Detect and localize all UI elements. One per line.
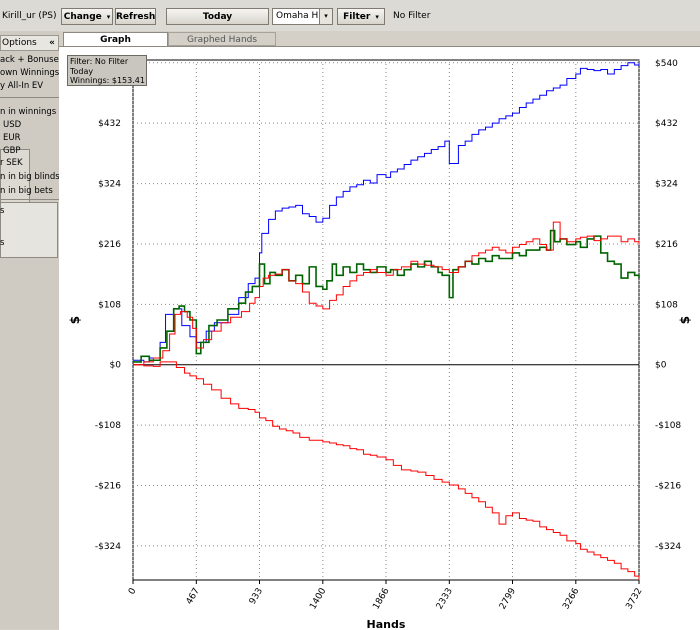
option-rakeback-bonuses[interactable]: ack + Bonuses <box>0 55 60 65</box>
sidebar-lower-panel <box>0 202 58 258</box>
sidebar-divider <box>0 97 59 98</box>
currency-gbp[interactable]: GBP <box>3 146 21 156</box>
series-line-red <box>133 361 640 580</box>
y-tick-label-left: -$324 <box>95 542 121 552</box>
option-winnings-currency[interactable]: n in winnings <box>0 107 57 117</box>
currency-sek[interactable]: r SEK <box>0 158 23 168</box>
chevron-down-icon[interactable]: ▾ <box>319 9 332 24</box>
x-tick-label: 933 <box>248 587 265 607</box>
y-tick-label-right: $324 <box>655 180 678 190</box>
y-tick-label-right: $216 <box>655 240 678 250</box>
y-tick-label-left: $432 <box>98 119 121 129</box>
y-axis-label-left: $ <box>68 316 82 324</box>
graph-info-box: Filter: No Filter Today Winnings: $153.4… <box>67 55 147 86</box>
tab-graphed-hands[interactable]: Graphed Hands <box>168 32 276 46</box>
series-line-green <box>133 229 640 363</box>
info-filter: Filter: No Filter <box>70 57 129 66</box>
options-header[interactable]: Options « <box>0 35 59 51</box>
currency-usd[interactable]: USD <box>3 120 22 130</box>
graph-panel: 0 467 933 1400 1866 2333 2799 3266 3732 -$324 -$32… <box>59 46 700 630</box>
options-sidebar: Options « ack + Bonuses own Winnings y A… <box>0 31 60 629</box>
refresh-button[interactable]: Refresh <box>115 8 156 25</box>
y-tick-label-right: $432 <box>655 119 678 129</box>
y-tick-label-left: -$108 <box>95 421 121 431</box>
collapse-icon[interactable]: « <box>49 38 55 48</box>
toolbar: Kirill_ur (PS) Change ▾ Refresh Today Oma… <box>0 0 700 32</box>
change-button-label: Change <box>63 12 102 22</box>
y-tick-label-left: $216 <box>98 240 121 250</box>
winnings-chart: 0 467 933 1400 1866 2333 2799 3266 3732 -$324 -$32… <box>68 59 692 630</box>
x-tick-label: 3266 <box>561 586 581 611</box>
option-all-in-ev[interactable]: y All-In EV <box>0 81 44 91</box>
filter-button[interactable]: Filter ▾ <box>337 8 385 25</box>
change-button[interactable]: Change ▾ <box>61 8 113 25</box>
y-tick-label-right: -$216 <box>655 482 681 492</box>
game-select[interactable]: Omaha Hi ▾ <box>272 8 333 25</box>
x-tick-label: 1400 <box>308 586 328 611</box>
y-tick-label-left: $324 <box>98 180 121 190</box>
sidebar-lower-item[interactable]: s <box>0 206 5 216</box>
x-tick-label: 3732 <box>624 587 644 612</box>
option-big-bets[interactable]: n in big bets <box>0 186 53 196</box>
chevron-down-icon: ▾ <box>375 13 379 21</box>
info-date: Today <box>70 66 94 76</box>
today-button[interactable]: Today <box>166 8 269 25</box>
option-showdown-winnings[interactable]: own Winnings <box>0 68 60 78</box>
y-tick-label-right: $108 <box>655 300 678 310</box>
sidebar-lower-item[interactable]: s <box>0 238 5 248</box>
x-tick-label: 2333 <box>435 587 455 612</box>
y-axis-label-right: $ <box>678 316 692 324</box>
x-tick-label: 2799 <box>498 586 518 611</box>
tab-bar: Graph Graphed Hands <box>59 31 700 46</box>
refresh-button-label: Refresh <box>116 12 156 22</box>
x-tick-label: 467 <box>185 587 202 607</box>
sidebar-divider <box>0 199 59 200</box>
today-button-label: Today <box>202 12 233 22</box>
filter-status: No Filter <box>393 11 431 21</box>
currency-list <box>0 149 30 205</box>
currency-eur[interactable]: EUR <box>3 133 21 143</box>
options-header-label: Options <box>2 38 37 48</box>
player-label: Kirill_ur (PS) <box>2 11 57 21</box>
y-tick-label-right: $0 <box>655 361 667 371</box>
option-big-blinds[interactable]: n in big blinds <box>0 172 60 182</box>
y-tick-label-left: $0 <box>110 361 122 371</box>
y-tick-label-right: -$324 <box>655 542 681 552</box>
x-tick-label: 0 <box>127 586 139 596</box>
y-tick-label-left: -$216 <box>95 482 121 492</box>
y-tick-label-right: $540 <box>655 59 678 69</box>
game-select-value: Omaha Hi <box>276 11 321 21</box>
x-tick-label: 1866 <box>371 586 391 611</box>
info-winnings: Winnings: $153.41 <box>70 76 145 85</box>
tab-graph[interactable]: Graph <box>63 32 168 46</box>
y-tick-label-left: $108 <box>98 300 121 310</box>
series-line-blue <box>133 62 640 363</box>
series-line-red <box>133 221 640 366</box>
x-axis-label: Hands <box>367 618 406 630</box>
chevron-down-icon: ▾ <box>106 13 111 21</box>
y-tick-label-right: -$108 <box>655 421 681 431</box>
filter-button-label: Filter <box>343 12 371 22</box>
